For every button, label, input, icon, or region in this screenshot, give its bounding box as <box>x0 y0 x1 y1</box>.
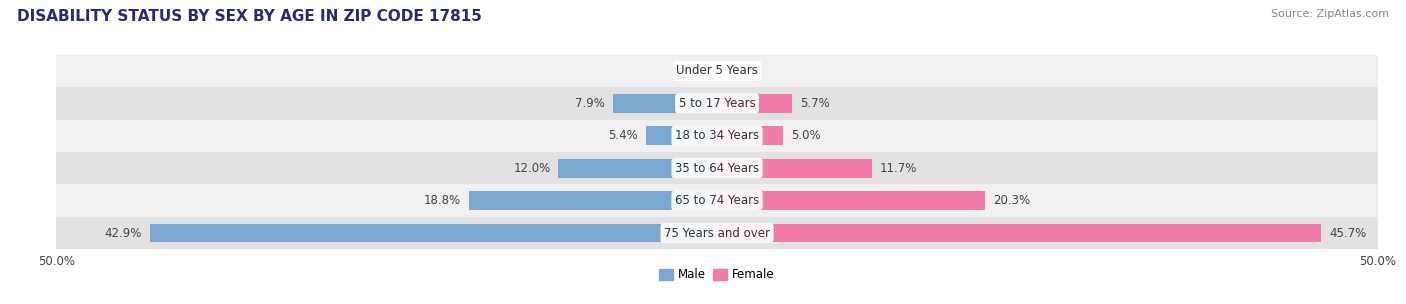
Bar <box>717 94 793 113</box>
Bar <box>613 94 717 113</box>
Text: 0.0%: 0.0% <box>728 64 758 78</box>
Text: 7.9%: 7.9% <box>575 97 605 110</box>
Bar <box>56 217 1378 249</box>
Bar <box>56 185 1378 217</box>
Text: 5.0%: 5.0% <box>792 129 821 142</box>
Text: 18.8%: 18.8% <box>423 194 461 207</box>
Bar <box>717 191 986 210</box>
Text: Source: ZipAtlas.com: Source: ZipAtlas.com <box>1271 9 1389 19</box>
Text: 12.0%: 12.0% <box>513 162 551 175</box>
Bar <box>717 224 1322 243</box>
Bar <box>558 159 717 178</box>
Text: 45.7%: 45.7% <box>1329 226 1367 240</box>
Text: 42.9%: 42.9% <box>105 226 142 240</box>
Text: 18 to 34 Years: 18 to 34 Years <box>675 129 759 142</box>
Bar <box>717 159 872 178</box>
Text: 11.7%: 11.7% <box>880 162 917 175</box>
Bar <box>645 126 717 145</box>
Text: 5.7%: 5.7% <box>800 97 830 110</box>
Bar <box>717 126 783 145</box>
Text: 65 to 74 Years: 65 to 74 Years <box>675 194 759 207</box>
Bar <box>56 152 1378 185</box>
Text: 35 to 64 Years: 35 to 64 Years <box>675 162 759 175</box>
Text: 75 Years and over: 75 Years and over <box>664 226 770 240</box>
Text: 5 to 17 Years: 5 to 17 Years <box>679 97 755 110</box>
Bar <box>56 87 1378 119</box>
Text: Under 5 Years: Under 5 Years <box>676 64 758 78</box>
Text: 20.3%: 20.3% <box>993 194 1031 207</box>
Text: 0.0%: 0.0% <box>676 64 706 78</box>
Text: DISABILITY STATUS BY SEX BY AGE IN ZIP CODE 17815: DISABILITY STATUS BY SEX BY AGE IN ZIP C… <box>17 9 482 24</box>
Bar <box>56 119 1378 152</box>
Bar <box>56 55 1378 87</box>
Text: 5.4%: 5.4% <box>607 129 638 142</box>
Bar <box>468 191 717 210</box>
Bar <box>150 224 717 243</box>
Legend: Male, Female: Male, Female <box>655 264 779 286</box>
